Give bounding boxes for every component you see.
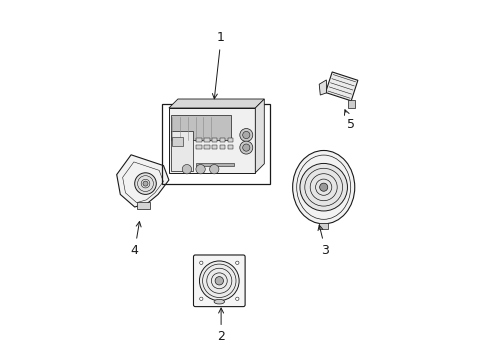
Ellipse shape bbox=[292, 150, 354, 224]
Circle shape bbox=[242, 131, 249, 139]
Bar bbox=[170, 115, 231, 140]
Bar bbox=[347, 100, 354, 108]
Text: 2: 2 bbox=[217, 308, 224, 343]
Circle shape bbox=[235, 261, 239, 265]
Bar bbox=[211, 145, 217, 149]
Polygon shape bbox=[168, 99, 264, 108]
Circle shape bbox=[142, 181, 148, 186]
Circle shape bbox=[134, 173, 156, 194]
Circle shape bbox=[199, 261, 239, 301]
FancyBboxPatch shape bbox=[193, 255, 244, 307]
Bar bbox=[211, 138, 217, 142]
Bar bbox=[172, 137, 182, 146]
Polygon shape bbox=[255, 99, 264, 173]
Circle shape bbox=[182, 165, 191, 174]
Text: 5: 5 bbox=[344, 110, 354, 131]
Circle shape bbox=[209, 165, 219, 174]
Circle shape bbox=[239, 141, 252, 154]
Circle shape bbox=[299, 163, 347, 211]
Bar bbox=[137, 202, 150, 209]
Text: 4: 4 bbox=[130, 222, 141, 257]
Bar bbox=[162, 104, 269, 184]
Polygon shape bbox=[325, 72, 357, 101]
Bar bbox=[196, 163, 234, 166]
Bar bbox=[196, 145, 201, 149]
Circle shape bbox=[319, 183, 327, 191]
Bar bbox=[227, 138, 233, 142]
Bar bbox=[170, 131, 192, 171]
Circle shape bbox=[235, 297, 239, 301]
Circle shape bbox=[196, 165, 205, 174]
Bar bbox=[219, 145, 225, 149]
Polygon shape bbox=[117, 155, 168, 207]
Polygon shape bbox=[319, 80, 325, 95]
Bar bbox=[203, 145, 209, 149]
Text: 1: 1 bbox=[212, 31, 224, 99]
Bar bbox=[319, 223, 327, 229]
Bar bbox=[196, 138, 201, 142]
Circle shape bbox=[242, 144, 249, 151]
Circle shape bbox=[239, 129, 252, 141]
Bar bbox=[227, 145, 233, 149]
Bar bbox=[219, 138, 225, 142]
Circle shape bbox=[215, 276, 223, 285]
Bar bbox=[203, 138, 209, 142]
Text: 3: 3 bbox=[317, 225, 329, 257]
Circle shape bbox=[199, 297, 203, 301]
Ellipse shape bbox=[214, 300, 224, 304]
Circle shape bbox=[199, 261, 203, 265]
Bar bbox=[168, 108, 255, 173]
